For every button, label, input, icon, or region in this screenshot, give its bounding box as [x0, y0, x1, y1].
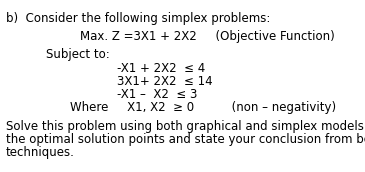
Text: -X1 + 2X2  ≤ 4: -X1 + 2X2 ≤ 4 — [117, 62, 205, 75]
Text: Where     X1, X2  ≥ 0          (non – negativity): Where X1, X2 ≥ 0 (non – negativity) — [70, 101, 336, 114]
Text: Max. Z =3X1 + 2X2     (Objective Function): Max. Z =3X1 + 2X2 (Objective Function) — [80, 30, 335, 43]
Text: Solve this problem using both graphical and simplex models to find out: Solve this problem using both graphical … — [5, 120, 365, 133]
Text: b)  Consider the following simplex problems:: b) Consider the following simplex proble… — [5, 12, 270, 25]
Text: Subject to:: Subject to: — [46, 48, 110, 61]
Text: 3X1+ 2X2  ≤ 14: 3X1+ 2X2 ≤ 14 — [117, 75, 213, 88]
Text: techniques.: techniques. — [5, 146, 74, 159]
Text: -X1 –  X2  ≤ 3: -X1 – X2 ≤ 3 — [117, 88, 197, 101]
Text: the optimal solution points and state your conclusion from both: the optimal solution points and state yo… — [5, 133, 365, 146]
